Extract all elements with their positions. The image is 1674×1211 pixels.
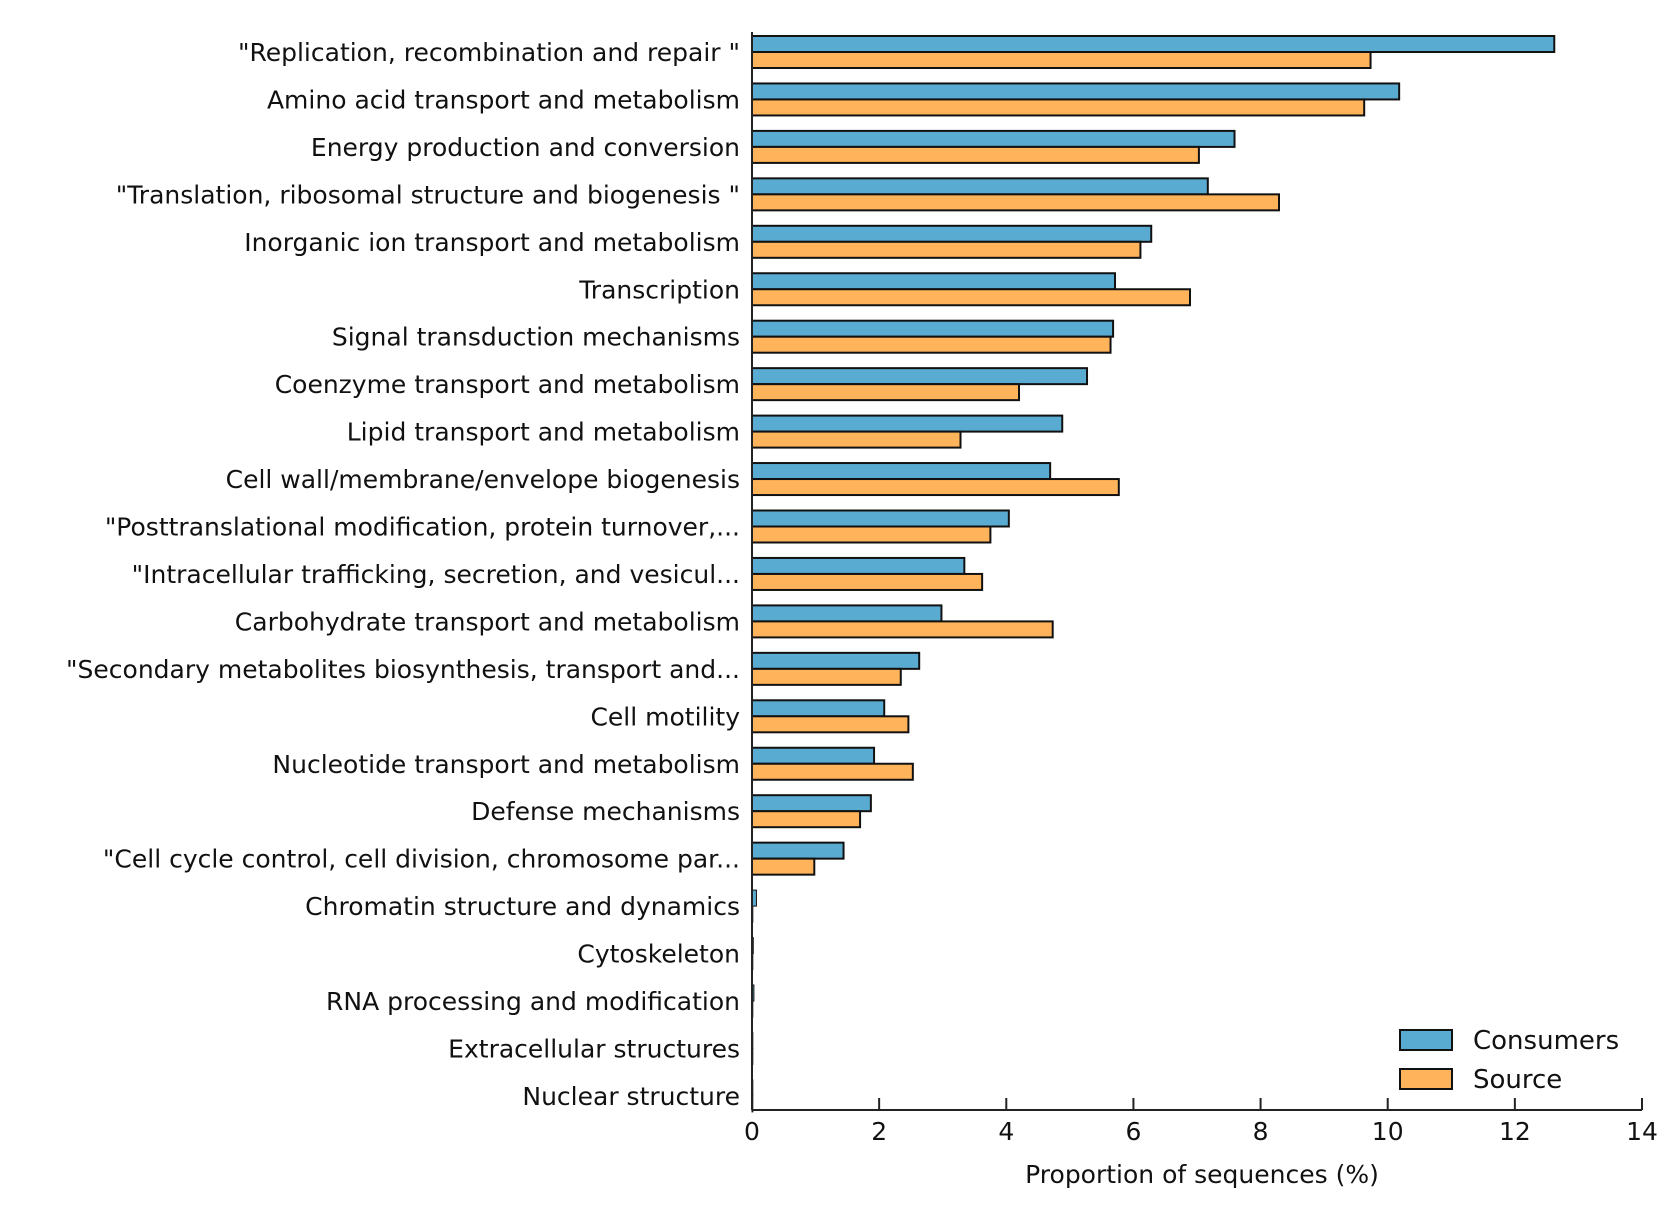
bar-source xyxy=(751,620,1054,639)
category-label: "Cell cycle control, cell division, chro… xyxy=(103,845,740,874)
bar-consumers xyxy=(751,177,1209,196)
bar-consumers xyxy=(751,556,966,575)
bar-source xyxy=(751,572,984,591)
category-label: Cell motility xyxy=(590,702,740,731)
category-label: Energy production and conversion xyxy=(311,133,740,162)
x-tick-label: 0 xyxy=(744,1117,760,1146)
bar-consumers xyxy=(751,82,1401,101)
bar-consumers xyxy=(751,604,943,623)
x-axis-ticks: 0 2 4 6 8 10 12 14 xyxy=(744,1098,1658,1146)
category-label: Cytoskeleton xyxy=(577,940,740,969)
bar-consumers xyxy=(751,841,845,860)
bar-source xyxy=(751,98,1366,117)
category-label: Extracellular structures xyxy=(448,1034,740,1063)
x-tick-label: 4 xyxy=(998,1117,1014,1146)
category-label: Lipid transport and metabolism xyxy=(347,418,740,447)
category-label: Amino acid transport and metabolism xyxy=(267,85,740,114)
bar-consumers xyxy=(751,35,1556,53)
bar-source xyxy=(751,667,902,686)
bar-source xyxy=(751,51,1372,69)
bar-source xyxy=(751,193,1281,212)
bar-consumers xyxy=(751,224,1153,243)
category-label: Nucleotide transport and metabolism xyxy=(272,750,740,779)
legend-swatch-consumers xyxy=(1399,1029,1453,1051)
category-label: "Posttranslational modification, protein… xyxy=(105,513,740,542)
bar-consumers xyxy=(751,794,872,813)
category-label: Chromatin structure and dynamics xyxy=(305,892,740,921)
x-axis-title: Proportion of sequences (%) xyxy=(1025,1160,1379,1189)
bar-consumers xyxy=(751,651,921,670)
bar-source xyxy=(751,288,1192,307)
bar-consumers xyxy=(751,414,1064,433)
category-label: Inorganic ion transport and metabolism xyxy=(244,228,740,257)
x-tick-label: 12 xyxy=(1499,1117,1531,1146)
category-label: "Replication, recombination and repair " xyxy=(238,38,740,67)
bar-source xyxy=(751,810,862,829)
bar-source xyxy=(751,857,816,876)
x-tick-label: 10 xyxy=(1372,1117,1404,1146)
bar-source xyxy=(751,478,1120,497)
bar-source xyxy=(751,762,914,781)
category-label: Signal transduction mechanisms xyxy=(332,323,740,352)
bar-consumers xyxy=(751,319,1115,338)
category-label: "Translation, ribosomal structure and bi… xyxy=(116,180,740,209)
category-label: Nuclear structure xyxy=(522,1082,740,1111)
bar-source xyxy=(751,430,962,449)
bar-source xyxy=(751,335,1112,354)
legend-label-consumers: Consumers xyxy=(1473,1026,1619,1056)
category-label: Cell wall/membrane/envelope biogenesis xyxy=(226,465,740,494)
bar-source xyxy=(751,715,910,734)
category-labels: "Replication, recombination and repair "… xyxy=(66,38,740,1111)
legend-label-source: Source xyxy=(1473,1065,1562,1095)
category-label: RNA processing and modification xyxy=(326,987,740,1016)
category-label: Carbohydrate transport and metabolism xyxy=(235,607,740,636)
category-label: Defense mechanisms xyxy=(471,797,740,826)
category-label: Transcription xyxy=(578,275,740,304)
bar-consumers xyxy=(751,746,876,765)
x-tick-label: 6 xyxy=(1125,1117,1141,1146)
legend-swatch-source xyxy=(1399,1068,1453,1090)
category-label: "Intracellular trafficking, secretion, a… xyxy=(132,560,740,589)
bars-group xyxy=(751,35,1556,1113)
x-tick-label: 2 xyxy=(871,1117,887,1146)
bar-consumers xyxy=(751,462,1052,481)
x-tick-label: 8 xyxy=(1253,1117,1269,1146)
bar-source xyxy=(751,240,1142,259)
category-label: "Secondary metabolites biosynthesis, tra… xyxy=(66,655,740,684)
bar-consumers xyxy=(751,272,1116,291)
bar-source xyxy=(751,145,1200,164)
category-label: Coenzyme transport and metabolism xyxy=(275,370,740,399)
bar-source xyxy=(751,525,992,544)
bar-consumers xyxy=(751,509,1010,528)
bar-consumers xyxy=(751,129,1236,148)
bar-source xyxy=(751,383,1020,402)
legend: Consumers Source xyxy=(1399,1026,1619,1095)
bar-consumers xyxy=(751,699,886,718)
bar-consumers xyxy=(751,367,1089,386)
x-tick-label: 14 xyxy=(1626,1117,1658,1146)
